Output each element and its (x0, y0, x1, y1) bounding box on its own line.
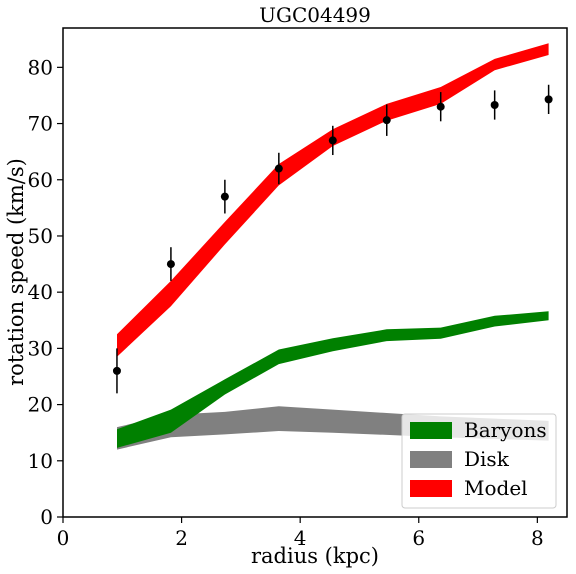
x-tick-label: 8 (531, 526, 544, 550)
legend: Baryons Disk Model (401, 413, 557, 509)
y-tick-label: 50 (28, 224, 53, 248)
data-point (544, 95, 553, 104)
x-tick-label: 4 (294, 526, 307, 550)
data-point (490, 101, 499, 110)
model-legend-label: Model (464, 476, 528, 500)
baryons-legend-label: Baryons (464, 418, 547, 442)
x-tick-label: 6 (412, 526, 425, 550)
x-tick-label: 0 (57, 526, 70, 550)
chart-title: UGC04499 (259, 3, 371, 27)
data-point (220, 192, 229, 201)
model-band (117, 43, 549, 357)
y-tick-label: 60 (28, 168, 53, 192)
data-point (166, 260, 175, 269)
data-point (436, 102, 445, 111)
y-tick-label: 70 (28, 112, 53, 136)
y-tick-label: 80 (28, 55, 53, 79)
y-tick-label: 0 (40, 505, 53, 529)
y-tick-label: 10 (28, 449, 53, 473)
plot-frame (62, 27, 568, 518)
y-axis-ticks: 0 10 20 30 40 50 60 70 80 (28, 55, 63, 529)
disk-legend-label: Disk (464, 447, 510, 471)
data-point (112, 366, 121, 375)
model-legend-swatch (410, 480, 452, 497)
data-point (382, 116, 391, 125)
baryons-band (117, 311, 549, 448)
observed-points (112, 84, 553, 394)
y-tick-label: 20 (28, 393, 53, 417)
x-tick-label: 2 (175, 526, 188, 550)
disk-legend-swatch (410, 451, 452, 468)
y-tick-label: 40 (28, 280, 53, 304)
data-point (274, 164, 283, 173)
plot-area (112, 43, 553, 450)
series-bands (117, 43, 549, 450)
x-axis-label: radius (kpc) (251, 544, 379, 568)
y-axis-label: rotation speed (km/s) (4, 158, 28, 386)
x-axis-ticks: 0 2 4 6 8 (57, 517, 544, 550)
baryons-legend-swatch (410, 422, 452, 439)
data-point (328, 136, 337, 145)
y-tick-label: 30 (28, 336, 53, 360)
